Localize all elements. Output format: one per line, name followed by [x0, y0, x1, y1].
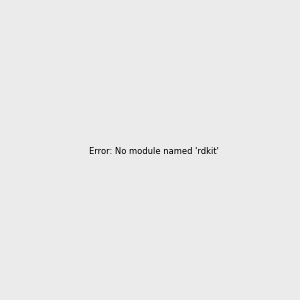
Text: Error: No module named 'rdkit': Error: No module named 'rdkit'	[89, 147, 219, 156]
